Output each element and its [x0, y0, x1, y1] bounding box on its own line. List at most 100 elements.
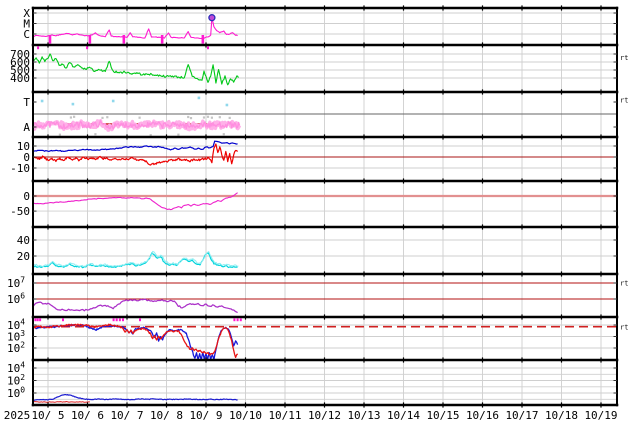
day-tick: [521, 357, 523, 363]
day-tick: [165, 357, 168, 363]
day-tick: [481, 5, 484, 11]
day-tick: [363, 271, 365, 277]
day-tick: [165, 314, 168, 320]
day-tick: [600, 314, 602, 320]
a-index-dot: [222, 133, 225, 136]
day-tick: [481, 402, 484, 408]
day-tick: [86, 271, 89, 277]
day-tick: [521, 5, 523, 11]
day-tick: [323, 314, 326, 320]
day-tick: [323, 357, 326, 363]
day-tick: [323, 402, 326, 408]
realtime-flag-label: rt: [620, 323, 628, 331]
day-tick: [402, 271, 405, 277]
y-axis-label: A: [23, 121, 30, 134]
day-tick: [363, 357, 365, 363]
day-tick: [126, 42, 128, 48]
event-tick: [37, 46, 40, 50]
day-tick: [86, 224, 89, 230]
day-tick: [442, 5, 444, 11]
y-axis-label: 600: [10, 56, 30, 69]
day-tick: [284, 134, 286, 140]
day-tick: [126, 271, 128, 277]
day-tick: [126, 89, 128, 95]
panel-a-index: [33, 119, 242, 132]
day-tick: [481, 271, 484, 277]
day-tick: [323, 5, 326, 11]
day-tick: [86, 134, 89, 140]
day-tick: [521, 271, 523, 277]
a-index-dot: [149, 134, 152, 137]
day-tick: [205, 314, 207, 320]
panel-electron-flux: [33, 323, 239, 360]
day-tick: [363, 5, 365, 11]
proton-series: [33, 298, 238, 314]
a-index-dot: [101, 116, 104, 119]
a-index-dot: [210, 116, 213, 119]
day-tick: [244, 402, 247, 408]
day-tick: [126, 314, 128, 320]
day-tick: [165, 89, 168, 95]
event-tick: [112, 318, 115, 322]
day-tick: [402, 178, 405, 184]
day-tick: [600, 402, 602, 408]
realtime-flag-label: rt: [620, 280, 628, 288]
day-tick: [47, 271, 49, 277]
day-tick: [86, 402, 89, 408]
day-tick: [363, 224, 365, 230]
day-tick: [86, 314, 89, 320]
x-axis-date-label: 10/12: [308, 409, 341, 422]
day-tick: [363, 42, 365, 48]
day-tick: [47, 224, 49, 230]
day-tick: [402, 357, 405, 363]
day-tick: [47, 357, 49, 363]
y-axis-label: 20: [17, 250, 30, 263]
day-tick: [442, 224, 444, 230]
x-axis-date-label: 10/ 9: [189, 409, 222, 422]
day-tick: [86, 5, 89, 11]
x-axis-date-label: 10/14: [387, 409, 420, 422]
a-index-dot: [138, 116, 141, 119]
day-tick: [323, 178, 326, 184]
day-tick: [363, 178, 365, 184]
day-tick: [481, 89, 484, 95]
day-tick: [244, 224, 247, 230]
event-tick: [34, 318, 37, 322]
day-tick: [560, 5, 563, 11]
day-tick: [402, 224, 405, 230]
day-tick: [165, 224, 168, 230]
day-tick: [126, 402, 128, 408]
day-tick: [560, 402, 563, 408]
y-axis-label: T: [23, 96, 30, 109]
day-tick: [323, 134, 326, 140]
event-tick: [86, 46, 89, 50]
day-tick: [47, 134, 49, 140]
day-tick: [442, 314, 444, 320]
electron-red-series: [33, 323, 239, 359]
day-tick: [205, 5, 207, 11]
temperature-dot: [225, 103, 229, 107]
day-tick: [560, 89, 563, 95]
y-axis-label: 10: [17, 140, 30, 153]
day-tick: [165, 134, 168, 140]
low-red-series: [33, 401, 90, 403]
day-tick: [521, 134, 523, 140]
day-tick: [442, 357, 444, 363]
x-axis-date-label: 10/ 8: [150, 409, 183, 422]
day-tick: [205, 402, 207, 408]
event-tick: [122, 318, 124, 322]
x-axis-date-label: 10/13: [347, 409, 380, 422]
a-band-core-series: [33, 120, 241, 130]
day-tick: [481, 178, 484, 184]
day-tick: [205, 357, 207, 363]
dst-series: [33, 192, 238, 211]
day-tick: [442, 42, 444, 48]
day-tick: [244, 89, 247, 95]
panel-density: [33, 250, 239, 269]
day-tick: [244, 314, 247, 320]
day-tick: [560, 314, 563, 320]
day-tick: [600, 5, 602, 11]
a-index-dot: [206, 115, 210, 118]
event-tick: [207, 46, 209, 50]
